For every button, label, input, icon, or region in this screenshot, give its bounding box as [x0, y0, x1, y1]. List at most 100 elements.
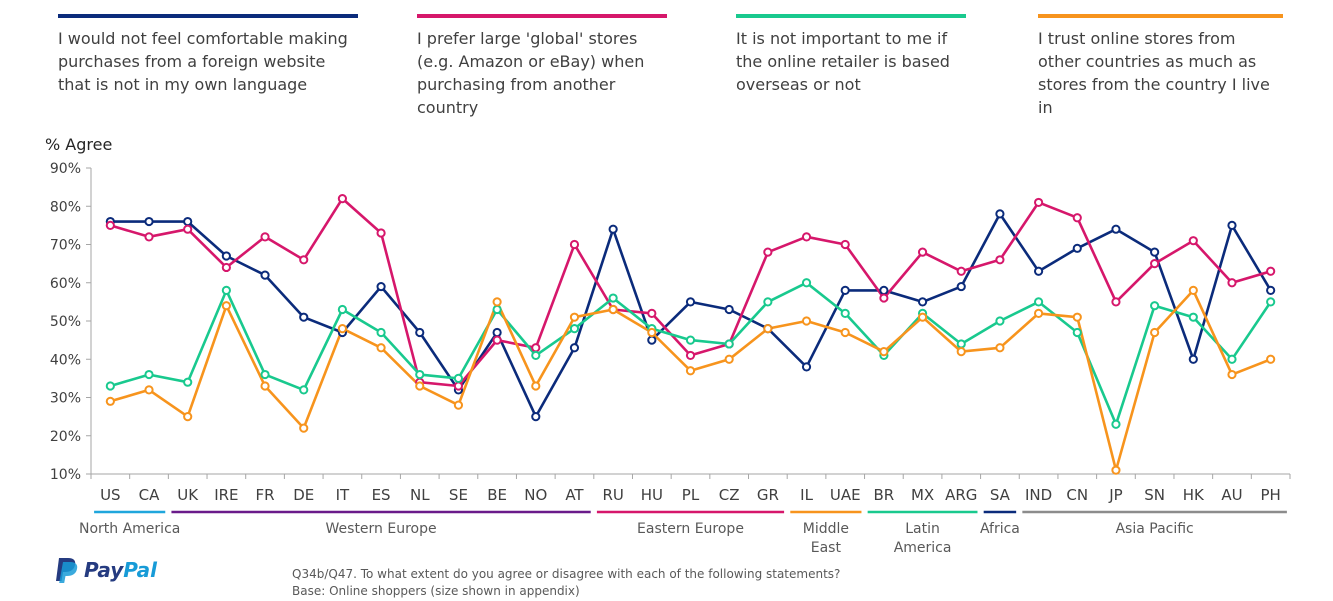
- y-tick-label: 10%: [50, 467, 81, 483]
- data-point-s2-sa: [995, 255, 1005, 265]
- legend-swatch: [736, 14, 966, 18]
- x-tick-label-be: BE: [487, 486, 507, 504]
- data-point-s2-se: [453, 381, 464, 391]
- data-point-s4-sa: [995, 343, 1005, 353]
- data-point-s1-nl: [415, 327, 425, 338]
- data-point-s3-hk: [1188, 312, 1198, 322]
- data-point-s3-sn: [1150, 301, 1160, 311]
- data-point-s2-ca: [144, 232, 154, 242]
- data-point-s4-es: [376, 343, 386, 353]
- data-point-s2-il: [801, 232, 812, 242]
- data-point-s2-us: [105, 220, 115, 230]
- data-point-s1-au: [1227, 220, 1237, 230]
- data-point-s4-ind: [1033, 308, 1044, 318]
- data-point-s2-au: [1227, 278, 1237, 288]
- footnote: Q34b/Q47. To what extent do you agree or…: [292, 566, 840, 600]
- legend-item-prefer-global-stores: I prefer large 'global' stores (e.g. Ama…: [417, 14, 667, 119]
- x-tick-label-il: IL: [800, 486, 813, 504]
- data-point-s3-au: [1227, 354, 1237, 364]
- data-point-s4-br: [879, 347, 889, 357]
- region-label-latin-america: America: [894, 540, 952, 556]
- x-tick-label-mx: MX: [911, 486, 934, 504]
- data-point-s3-fr: [260, 369, 270, 380]
- legend-item-trust-online-stores: I trust online stores from other countri…: [1038, 14, 1283, 119]
- data-point-s1-no: [531, 412, 541, 422]
- data-point-s1-cn: [1072, 243, 1082, 253]
- data-point-s3-es: [376, 327, 386, 338]
- x-tick-label-uk: UK: [177, 486, 199, 504]
- data-point-s1-ind: [1033, 266, 1044, 276]
- data-point-s1-es: [376, 281, 386, 292]
- x-tick-label-sa: SA: [990, 486, 1011, 504]
- legend-label: I prefer large 'global' stores (e.g. Ama…: [417, 29, 645, 117]
- x-tick-label-cz: CZ: [719, 486, 740, 504]
- x-tick-label-br: BR: [874, 486, 895, 504]
- data-point-s3-at: [569, 324, 580, 334]
- data-point-s2-ire: [221, 262, 231, 273]
- data-point-s4-uae: [840, 327, 850, 338]
- data-point-s2-no: [531, 343, 541, 353]
- data-point-s1-de: [299, 312, 309, 322]
- data-point-s1-sn: [1150, 247, 1160, 257]
- data-point-s4-us: [105, 396, 115, 406]
- region-label-western-europe: Western Europe: [326, 521, 437, 537]
- legend-swatch: [1038, 14, 1283, 18]
- series-line-1: [110, 212, 1272, 418]
- footnote-base: Base: Online shoppers (size shown in app…: [292, 584, 580, 598]
- data-point-s1-br: [879, 285, 889, 295]
- region-label-eastern-europe: Eastern Europe: [637, 521, 744, 537]
- data-point-s2-mx: [917, 247, 928, 257]
- data-point-s1-mx: [917, 297, 928, 307]
- x-tick-label-de: DE: [293, 486, 314, 504]
- region-label-latin-america: Latin: [905, 521, 940, 537]
- data-point-s4-be: [492, 297, 502, 307]
- data-point-s3-it: [337, 304, 348, 315]
- region-label-middle-east: East: [811, 540, 842, 556]
- x-tick-label-hu: HU: [641, 486, 663, 504]
- data-point-s4-hk: [1188, 285, 1198, 295]
- data-point-s2-ph: [1266, 266, 1276, 276]
- data-point-s4-fr: [260, 381, 270, 391]
- data-point-s4-at: [569, 312, 580, 322]
- data-point-s3-sa: [995, 316, 1005, 326]
- data-point-s3-ru: [608, 293, 618, 303]
- data-point-s4-de: [299, 423, 309, 433]
- data-point-s3-cz: [724, 339, 734, 349]
- data-point-s1-jp: [1111, 224, 1121, 234]
- data-point-s4-mx: [917, 312, 928, 322]
- data-point-s1-hu: [647, 335, 657, 345]
- y-tick-label: 60%: [50, 276, 81, 292]
- x-tick-label-ire: IRE: [214, 486, 238, 504]
- region-label-asia-pacific: Asia Pacific: [1115, 521, 1193, 537]
- y-tick-label: 80%: [50, 199, 81, 215]
- x-tick-label-no: NO: [524, 486, 547, 504]
- y-axis-label: % Agree: [45, 135, 112, 154]
- x-tick-label-cn: CN: [1066, 486, 1088, 504]
- data-point-s1-fr: [260, 270, 270, 280]
- legend-item-not-comfortable-foreign-language: I would not feel comfortable making purc…: [58, 14, 358, 96]
- x-tick-label-us: US: [100, 486, 121, 504]
- data-point-s4-uk: [183, 412, 193, 422]
- x-tick-label-uae: UAE: [830, 486, 861, 504]
- data-point-s4-hu: [647, 327, 657, 338]
- paypal-wordmark: PayPal: [84, 558, 158, 582]
- data-point-s3-ind: [1033, 297, 1044, 307]
- x-tick-label-ind: IND: [1025, 486, 1052, 504]
- y-tick-label: 40%: [50, 352, 81, 368]
- data-point-s3-nl: [415, 369, 425, 380]
- data-point-s4-jp: [1111, 465, 1121, 475]
- x-tick-label-jp: JP: [1108, 486, 1122, 504]
- data-point-s4-il: [801, 316, 812, 326]
- data-point-s2-hk: [1188, 236, 1198, 246]
- legend-swatch: [58, 14, 358, 18]
- data-point-s1-at: [569, 343, 580, 353]
- y-tick-label: 20%: [50, 429, 81, 445]
- data-point-s1-uae: [840, 285, 850, 295]
- data-point-s2-ind: [1033, 197, 1044, 208]
- data-point-s2-it: [337, 194, 348, 204]
- data-point-s1-hk: [1188, 354, 1198, 364]
- data-point-s2-at: [569, 239, 580, 250]
- data-point-s3-cn: [1072, 327, 1082, 338]
- data-point-s2-br: [879, 293, 889, 303]
